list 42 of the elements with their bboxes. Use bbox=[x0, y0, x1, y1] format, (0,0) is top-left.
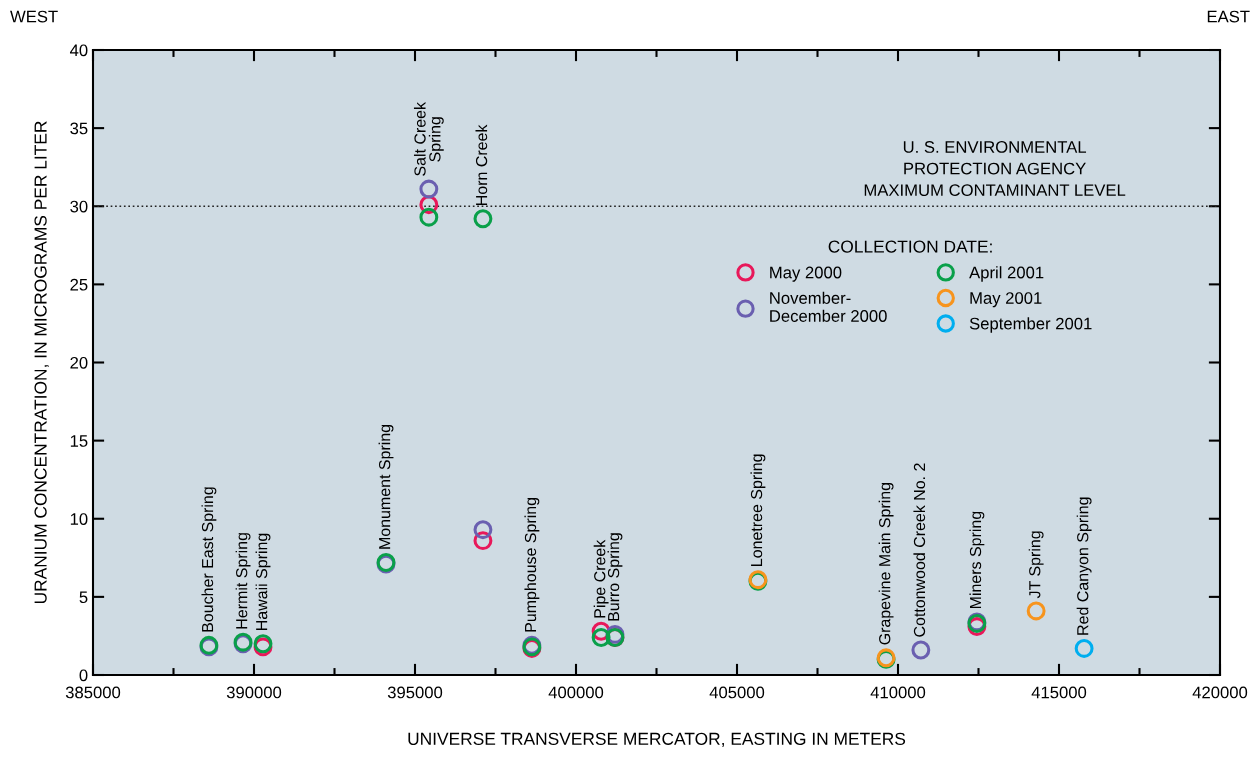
annotation: Grapevine Main Spring bbox=[878, 482, 894, 645]
y-tick-label: 15 bbox=[70, 435, 88, 447]
text: WEST bbox=[10, 10, 58, 23]
annotation: Hermit Spring bbox=[235, 533, 251, 629]
y-tick-label: 5 bbox=[79, 591, 88, 604]
annotation: JT Spring bbox=[1028, 531, 1044, 599]
annotation: Salt Creek Spring bbox=[413, 101, 444, 176]
ref-line-label: U. S. ENVIRONMENTAL PROTECTION AGENCY MAXIMUM CONTAMINANT LEVEL bbox=[864, 141, 1126, 197]
x-tick-label: 385000 bbox=[65, 686, 121, 699]
legend-label: May 2000 bbox=[770, 266, 842, 282]
legend-label: May 2001 bbox=[970, 292, 1042, 308]
x-tick-label: 420000 bbox=[1192, 686, 1248, 699]
x-tick-label: 390000 bbox=[226, 686, 282, 699]
y-tick-label: 40 bbox=[69, 44, 88, 57]
annotation: Monument Spring bbox=[378, 424, 394, 549]
y-axis-title: URANIUM CONCENTRATION, IN MICROGRAMS PER LITER bbox=[34, 121, 49, 604]
x-tick-label: 395000 bbox=[387, 686, 443, 699]
annotation: Hawaii Spring bbox=[255, 533, 271, 630]
annotation: Boucher East Spring bbox=[201, 487, 217, 632]
annotation: Red Canyon Spring bbox=[1076, 497, 1092, 635]
y-tick-label: 10 bbox=[70, 513, 88, 525]
text: EAST bbox=[1207, 10, 1250, 23]
x-tick-label: 410000 bbox=[870, 686, 926, 699]
annotation: Burro Spring bbox=[607, 533, 623, 621]
annotation: Horn Creek bbox=[475, 124, 488, 205]
y-tick-label: 20 bbox=[70, 356, 88, 369]
annotation: Miners Spring bbox=[969, 511, 985, 609]
legend-label: September 2001 bbox=[969, 317, 1092, 333]
x-tick-label: 400000 bbox=[548, 686, 604, 699]
annotation: Lonetree Spring bbox=[750, 454, 766, 566]
y-tick-label: 35 bbox=[70, 122, 88, 135]
legend-label: November- December 2000 bbox=[770, 291, 887, 322]
y-tick-label: 30 bbox=[70, 200, 88, 213]
annotation: Pumphouse Spring bbox=[524, 497, 540, 632]
x-tick-label: 405000 bbox=[709, 686, 765, 699]
x-tick-label: 415000 bbox=[1031, 686, 1087, 699]
legend-title: COLLECTION DATE: bbox=[828, 240, 992, 253]
x-axis-title: UNIVERSE TRANSVERSE MERCATOR, EASTING IN METERS bbox=[408, 732, 906, 748]
legend-label: April 2001 bbox=[969, 266, 1044, 282]
y-tick-label: 25 bbox=[70, 278, 88, 291]
y-tick-label: 0 bbox=[79, 669, 88, 682]
annotation: Cottonwood Creek No. 2 bbox=[913, 463, 926, 637]
